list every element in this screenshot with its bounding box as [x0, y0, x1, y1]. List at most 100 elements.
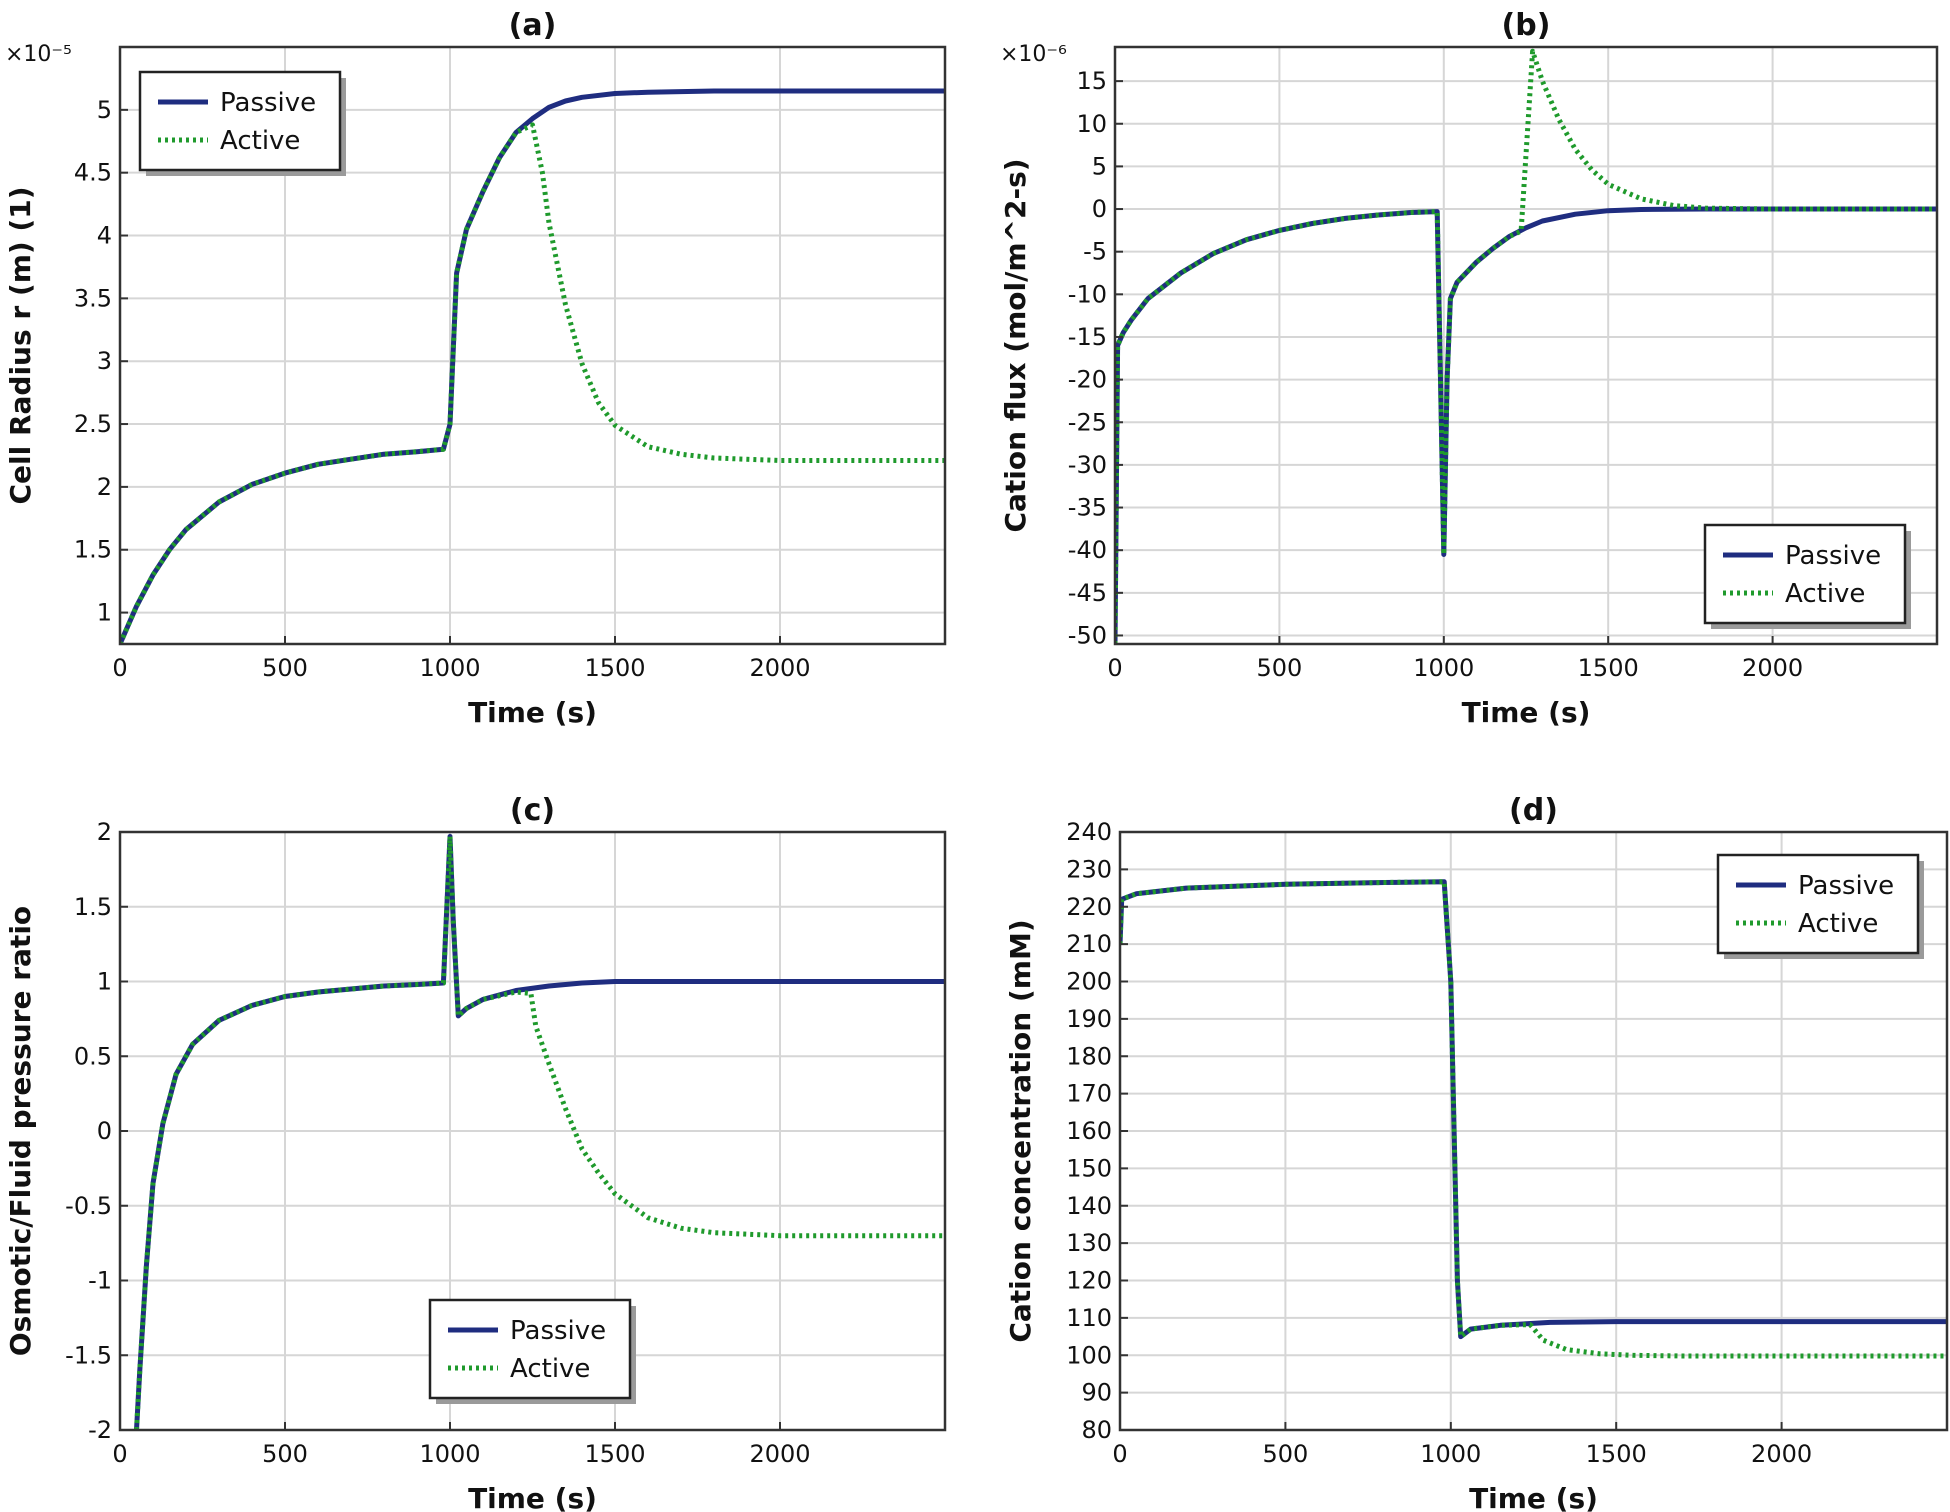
x-axis-label: Time (s): [1462, 696, 1591, 729]
y-tick-label: 170: [1066, 1080, 1112, 1108]
y-tick-label: -10: [1068, 280, 1107, 308]
x-tick-label: 2000: [1742, 654, 1803, 682]
y-tick-label: 3: [97, 347, 112, 375]
y-tick-label: 180: [1066, 1042, 1112, 1070]
y-tick-label: 80: [1081, 1416, 1112, 1444]
y-tick-label: 1: [97, 599, 112, 627]
y-tick-label: 130: [1066, 1229, 1112, 1257]
y-tick-label: 110: [1066, 1304, 1112, 1332]
plot-frame: [1113, 45, 1939, 646]
y-tick-label: -45: [1068, 579, 1107, 607]
y-tick-label: -15: [1068, 323, 1107, 351]
y-tick-label: -2: [88, 1416, 112, 1444]
y-tick-label: 4: [97, 222, 112, 250]
y-tick-label: 230: [1066, 855, 1112, 883]
legend-label-active: Active: [220, 126, 300, 156]
x-axis-label: Time (s): [468, 1482, 597, 1512]
legend-box: [428, 1298, 632, 1400]
y-tick-label: -1: [88, 1267, 112, 1295]
x-tick-label: 1000: [419, 1440, 480, 1468]
plot-frame: [118, 45, 947, 646]
y-tick-label: -1.5: [65, 1341, 112, 1369]
y-tick-label: 90: [1081, 1379, 1112, 1407]
y-tick-label: -40: [1068, 536, 1107, 564]
y-axis-label: Osmotic/Fluid pressure ratio: [4, 906, 37, 1356]
y-tick-label: 0: [1092, 195, 1107, 223]
x-tick-label: 0: [1112, 1440, 1127, 1468]
x-tick-label: 2000: [749, 654, 810, 682]
y-tick-label: -30: [1068, 451, 1107, 479]
x-tick-label: 1000: [1413, 654, 1474, 682]
y-axis-label: Cation flux (mol/m^2-s): [999, 158, 1032, 532]
series-line-passive: [134, 834, 945, 1430]
y-tick-label: 1.5: [74, 893, 112, 921]
y-tick-label: 190: [1066, 1005, 1112, 1033]
y-tick-label: -0.5: [65, 1192, 112, 1220]
y-tick-label: 3.5: [74, 284, 112, 312]
legend: Passive Active: [138, 70, 346, 176]
y-tick-label: 160: [1066, 1117, 1112, 1145]
y-tick-label: -35: [1068, 494, 1107, 522]
x-axis-label: Time (s): [468, 696, 597, 729]
y-tick-label: -50: [1068, 621, 1107, 649]
legend-label-active: Active: [1785, 579, 1865, 609]
x-tick-label: 0: [1107, 654, 1122, 682]
legend-label-passive: Passive: [510, 1316, 606, 1346]
y-tick-label: 150: [1066, 1154, 1112, 1182]
legend-box: [1703, 523, 1907, 625]
series-line-passive: [1115, 206, 1937, 644]
x-tick-label: 1500: [1578, 654, 1639, 682]
x-tick-label: 500: [262, 654, 308, 682]
panel-title: (d): [1509, 793, 1558, 828]
y-axis-label: Cell Radius r (m) (1): [4, 186, 37, 504]
legend-label-passive: Passive: [1798, 871, 1894, 901]
y-tick-label: 0.5: [74, 1042, 112, 1070]
y-tick-label: 200: [1066, 968, 1112, 996]
y-tick-label: 220: [1066, 893, 1112, 921]
y-tick-label: 2: [97, 818, 112, 846]
x-tick-label: 500: [1256, 654, 1302, 682]
chart-panel-c: 0 500 1000 1500 2000 2 1.5 1 0.5 0 -0.5 -1 -1.5 -2 (c)…: [4, 793, 947, 1512]
x-axis-label: Time (s): [1469, 1482, 1598, 1512]
y-tick-label: -20: [1068, 366, 1107, 394]
y-tick-label: 210: [1066, 930, 1112, 958]
y-tick-label: 4.5: [74, 159, 112, 187]
x-tick-label: 0: [112, 654, 127, 682]
y-tick-label: 5: [97, 96, 112, 124]
y-tick-label: -5: [1083, 238, 1107, 266]
x-tick-label: 0: [112, 1440, 127, 1468]
x-tick-label: 1000: [419, 654, 480, 682]
y-tick-label: 100: [1066, 1341, 1112, 1369]
x-tick-label: 500: [1262, 1440, 1308, 1468]
y-tick-label: 240: [1066, 818, 1112, 846]
legend: Passive Active: [428, 1298, 636, 1404]
legend-box: [138, 70, 342, 172]
legend: Passive Active: [1716, 853, 1924, 959]
y-tick-label: 0: [97, 1117, 112, 1145]
series-line-active: [120, 122, 945, 644]
y-tick-label: -25: [1068, 408, 1107, 436]
chart-panel-a: 0 500 1000 1500 2000 1 1.5 2 2.5 3 3.5 4 4.5 5 (a) Time…: [4, 8, 947, 729]
y-tick-label: 120: [1066, 1267, 1112, 1295]
panel-title: (b): [1502, 8, 1551, 43]
x-tick-label: 1000: [1420, 1440, 1481, 1468]
y-axis-label: Cation concentration (mM): [1004, 919, 1037, 1342]
x-tick-label: 2000: [749, 1440, 810, 1468]
y-tick-label: 5: [1092, 152, 1107, 180]
legend-label-active: Active: [1798, 909, 1878, 939]
y-tick-label: 2.5: [74, 410, 112, 438]
panel-title: (c): [510, 793, 555, 828]
series-line-active: [134, 834, 945, 1430]
x-tick-label: 500: [262, 1440, 308, 1468]
legend-label-passive: Passive: [220, 88, 316, 118]
legend-label-passive: Passive: [1785, 541, 1881, 571]
legend-box: [1716, 853, 1920, 955]
axis-multiplier: ×10⁻⁶: [1000, 42, 1067, 67]
series-line-active: [1120, 879, 1947, 1359]
x-tick-label: 1500: [584, 1440, 645, 1468]
y-tick-label: 1.5: [74, 536, 112, 564]
chart-panel-b: 0 500 1000 1500 2000 15 10 5 0 -5 -10 -15 -20 -25 -30 -…: [999, 8, 1939, 729]
x-tick-label: 1500: [584, 654, 645, 682]
y-tick-label: 1: [97, 968, 112, 996]
